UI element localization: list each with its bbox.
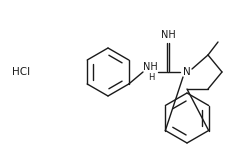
Text: HCl: HCl bbox=[12, 67, 30, 77]
Text: H: H bbox=[148, 72, 154, 81]
Text: NH: NH bbox=[143, 62, 157, 72]
Text: N: N bbox=[183, 67, 191, 77]
Text: NH: NH bbox=[161, 30, 175, 40]
